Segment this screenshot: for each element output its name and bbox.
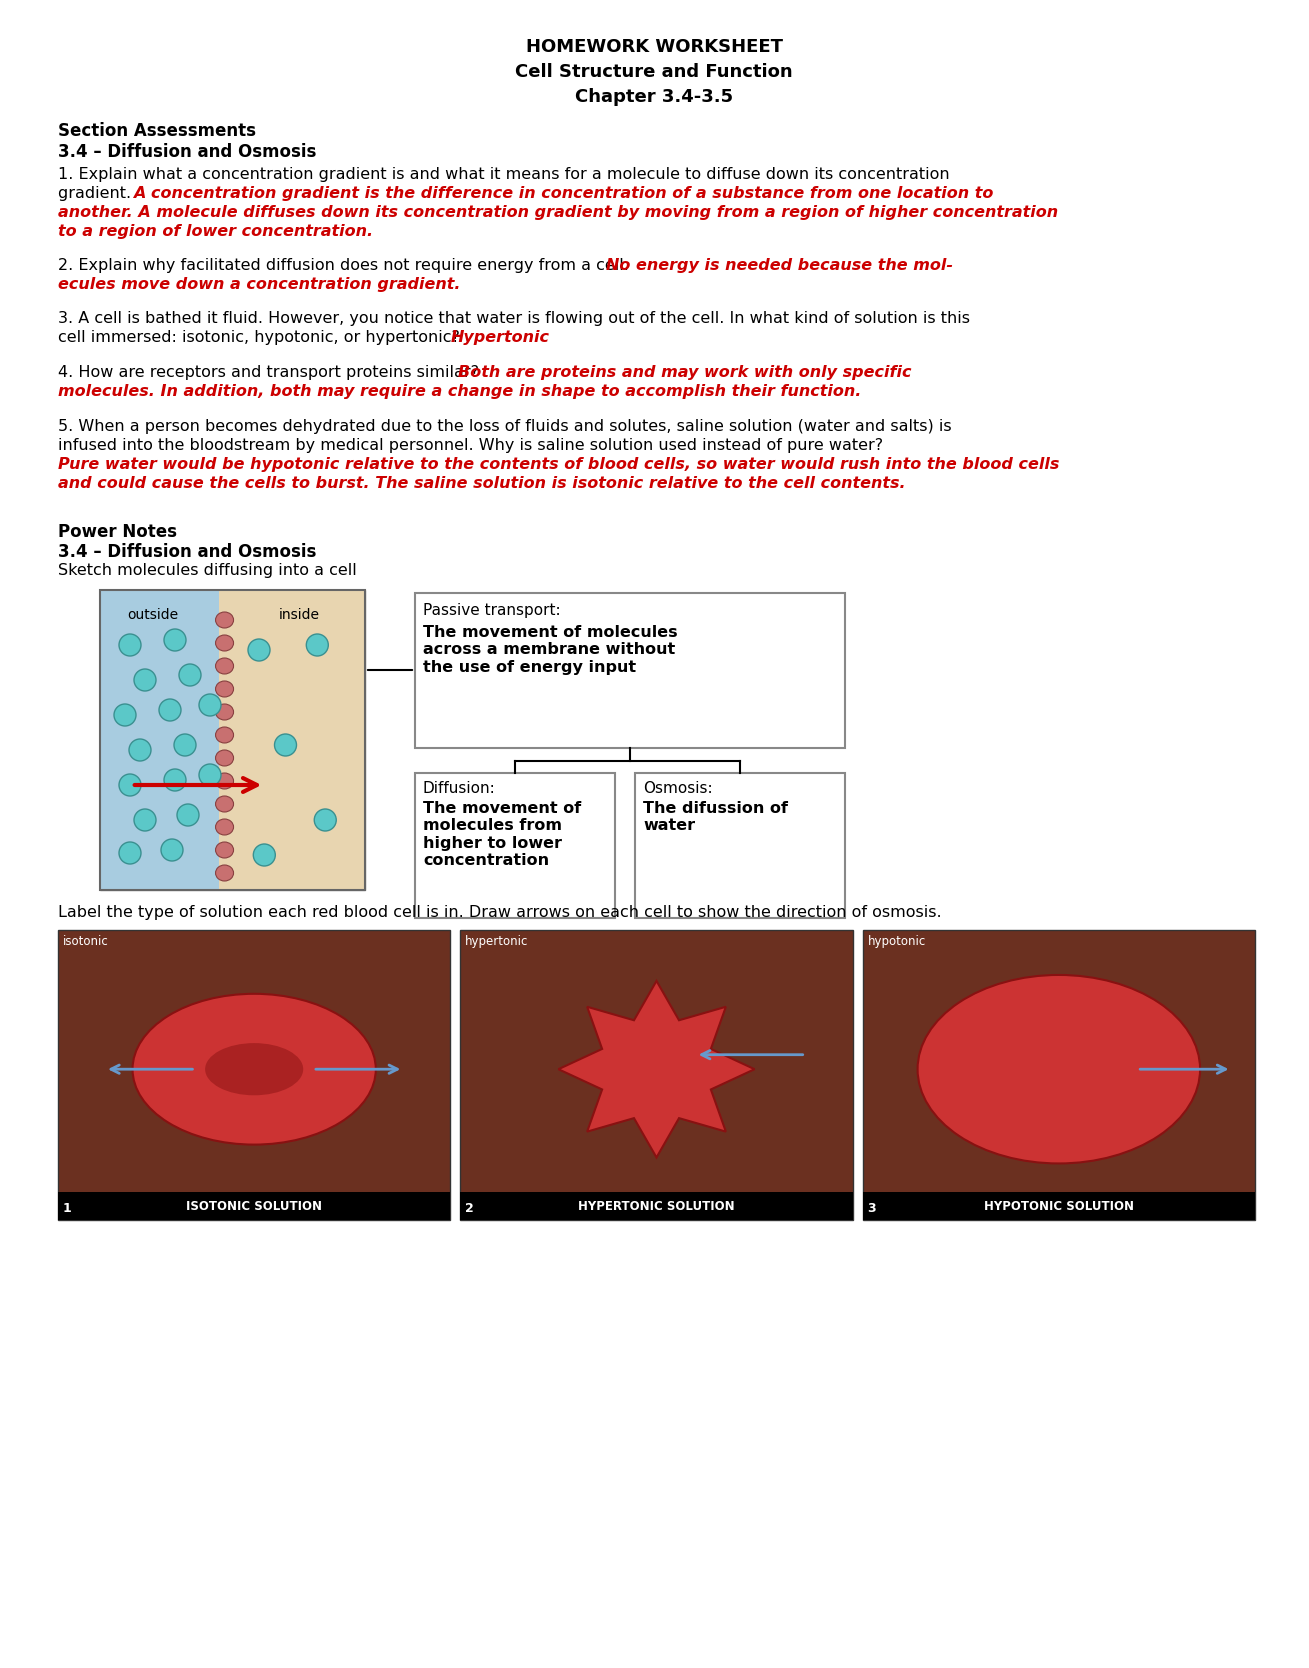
Text: and could cause the cells to burst. The saline solution is isotonic relative to : and could cause the cells to burst. The …	[58, 475, 906, 490]
Circle shape	[164, 629, 186, 651]
Text: 3.4 – Diffusion and Osmosis: 3.4 – Diffusion and Osmosis	[58, 143, 317, 162]
Text: 1: 1	[63, 1203, 72, 1214]
Circle shape	[158, 699, 181, 721]
Text: Passive transport:: Passive transport:	[423, 604, 560, 619]
Text: Osmosis:: Osmosis:	[643, 781, 712, 796]
Text: Diffusion:: Diffusion:	[423, 781, 496, 796]
Text: isotonic: isotonic	[63, 936, 109, 947]
Text: Sketch molecules diffusing into a cell: Sketch molecules diffusing into a cell	[58, 564, 357, 579]
Text: Label the type of solution each red blood cell is in. Draw arrows on each cell t: Label the type of solution each red bloo…	[58, 906, 941, 921]
Text: another. A molecule diffuses down its concentration gradient by moving from a re: another. A molecule diffuses down its co…	[58, 205, 1058, 220]
Bar	[99, 590, 219, 891]
Circle shape	[199, 764, 221, 786]
FancyBboxPatch shape	[99, 590, 365, 891]
Text: The movement of
molecules from
higher to lower
concentration: The movement of molecules from higher to…	[423, 801, 581, 869]
Text: A concentration gradient is the difference in concentration of a substance from : A concentration gradient is the differen…	[134, 187, 994, 202]
Ellipse shape	[216, 819, 233, 836]
Text: molecules. In addition, both may require a change in shape to accomplish their f: molecules. In addition, both may require…	[58, 384, 861, 399]
Ellipse shape	[206, 1042, 304, 1096]
Ellipse shape	[216, 704, 233, 721]
Circle shape	[119, 634, 141, 656]
Text: 4. How are receptors and transport proteins similar?: 4. How are receptors and transport prote…	[58, 365, 484, 380]
Text: HYPERTONIC SOLUTION: HYPERTONIC SOLUTION	[579, 1199, 734, 1213]
Text: Chapter 3.4-3.5: Chapter 3.4-3.5	[575, 88, 733, 107]
Text: Cell Structure and Function: Cell Structure and Function	[516, 63, 793, 82]
Bar	[99, 590, 365, 891]
Text: The movement of molecules
across a membrane without
the use of energy input: The movement of molecules across a membr…	[423, 626, 678, 676]
Circle shape	[177, 804, 199, 826]
Text: hypotonic: hypotonic	[868, 936, 925, 947]
Ellipse shape	[216, 612, 233, 627]
Bar	[415, 594, 846, 747]
Text: infused into the bloodstream by medical personnel. Why is saline solution used i: infused into the bloodstream by medical …	[58, 439, 884, 454]
Ellipse shape	[918, 976, 1200, 1164]
Ellipse shape	[216, 751, 233, 766]
Ellipse shape	[216, 681, 233, 697]
Text: 3.4 – Diffusion and Osmosis: 3.4 – Diffusion and Osmosis	[58, 544, 317, 560]
Ellipse shape	[216, 657, 233, 674]
Text: HYPOTONIC SOLUTION: HYPOTONIC SOLUTION	[984, 1199, 1134, 1213]
Text: outside: outside	[127, 609, 178, 622]
Ellipse shape	[216, 866, 233, 881]
Text: to a region of lower concentration.: to a region of lower concentration.	[58, 224, 373, 239]
Text: Section Assessments: Section Assessments	[58, 122, 257, 140]
Ellipse shape	[216, 727, 233, 742]
Ellipse shape	[216, 842, 233, 857]
Text: 2. Explain why facilitated diffusion does not require energy from a cell.: 2. Explain why facilitated diffusion doe…	[58, 259, 634, 274]
Circle shape	[275, 734, 297, 756]
Text: Power Notes: Power Notes	[58, 524, 177, 540]
Bar	[58, 931, 450, 1219]
Text: 2: 2	[465, 1203, 474, 1214]
Text: 1. Explain what a concentration gradient is and what it means for a molecule to : 1. Explain what a concentration gradient…	[58, 167, 949, 182]
Circle shape	[119, 774, 141, 796]
Bar	[863, 931, 1255, 1219]
Text: The difussion of
water: The difussion of water	[643, 801, 788, 834]
Circle shape	[119, 842, 141, 864]
Text: hypertonic: hypertonic	[465, 936, 529, 947]
Circle shape	[314, 809, 336, 831]
Circle shape	[306, 634, 329, 656]
Ellipse shape	[216, 796, 233, 812]
Circle shape	[254, 844, 275, 866]
Circle shape	[130, 739, 151, 761]
Text: cell immersed: isotonic, hypotonic, or hypertonic?: cell immersed: isotonic, hypotonic, or h…	[58, 330, 465, 345]
Circle shape	[199, 694, 221, 716]
Text: No energy is needed because the mol-: No energy is needed because the mol-	[606, 259, 953, 274]
Text: Hypertonic: Hypertonic	[452, 330, 550, 345]
Circle shape	[134, 809, 156, 831]
Circle shape	[164, 769, 186, 791]
Bar	[635, 772, 846, 917]
Text: HOMEWORK WORKSHEET: HOMEWORK WORKSHEET	[525, 38, 783, 57]
Ellipse shape	[216, 772, 233, 789]
Text: Pure water would be hypotonic relative to the contents of blood cells, so water : Pure water would be hypotonic relative t…	[58, 457, 1059, 472]
Circle shape	[179, 664, 202, 686]
Text: ISOTONIC SOLUTION: ISOTONIC SOLUTION	[186, 1199, 322, 1213]
Text: 3: 3	[868, 1203, 876, 1214]
Bar	[461, 1193, 852, 1219]
Ellipse shape	[216, 636, 233, 651]
Text: gradient.: gradient.	[58, 187, 136, 202]
Text: ecules move down a concentration gradient.: ecules move down a concentration gradien…	[58, 277, 461, 292]
Bar	[415, 772, 615, 917]
Polygon shape	[559, 981, 754, 1158]
Bar	[58, 1193, 450, 1219]
Ellipse shape	[132, 994, 376, 1144]
Circle shape	[161, 839, 183, 861]
Bar	[219, 590, 365, 891]
Text: 5. When a person becomes dehydrated due to the loss of fluids and solutes, salin: 5. When a person becomes dehydrated due …	[58, 419, 952, 434]
Circle shape	[114, 704, 136, 726]
Text: 3. A cell is bathed it fluid. However, you notice that water is flowing out of t: 3. A cell is bathed it fluid. However, y…	[58, 310, 970, 325]
Circle shape	[247, 639, 270, 661]
Text: Both are proteins and may work with only specific: Both are proteins and may work with only…	[458, 365, 911, 380]
Circle shape	[174, 734, 196, 756]
Bar	[863, 1193, 1255, 1219]
Text: inside: inside	[279, 609, 319, 622]
Bar	[461, 931, 852, 1219]
Circle shape	[134, 669, 156, 691]
